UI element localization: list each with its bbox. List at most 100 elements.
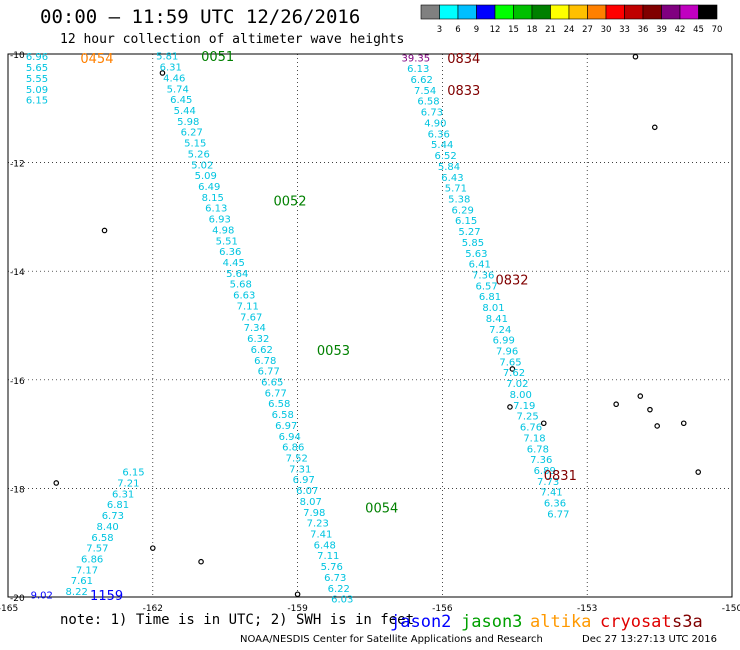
- wave-height-value: 6.15: [26, 96, 48, 107]
- wave-height-value: 7.11: [237, 301, 259, 312]
- footer-note: note: 1) Time is in UTC; 2) SWH is in fe…: [60, 612, 415, 628]
- island-outline: [159, 70, 166, 76]
- lon-tick-label: -153: [577, 604, 597, 614]
- scale-tick-label: 24: [564, 25, 575, 35]
- legend-cryosat: cryosat: [600, 612, 672, 632]
- scale-tick-label: 9: [474, 25, 479, 35]
- wave-height-value: 6.36: [544, 499, 566, 510]
- wave-height-value: 8.41: [486, 314, 508, 325]
- wave-height-value: 7.17: [76, 565, 98, 576]
- wave-height-value: 39.35: [402, 53, 431, 64]
- wave-height-value: 6.76: [520, 423, 542, 434]
- wave-height-value: 5.09: [26, 85, 48, 96]
- wave-height-value: 7.36: [530, 455, 552, 466]
- wave-height-value: 7.61: [71, 576, 93, 587]
- pass-time-label: 0832: [495, 273, 528, 288]
- pass-time-label: 0833: [447, 84, 480, 99]
- island-outline: [647, 406, 653, 413]
- lat-tick-label: -14: [10, 268, 25, 278]
- island-outline: [101, 227, 108, 234]
- footer-timestamp: Dec 27 13:27:13 UTC 2016: [582, 634, 717, 645]
- wave-height-value: 6.43: [441, 173, 463, 184]
- lon-tick-label: -165: [0, 604, 18, 614]
- island-outline: [150, 545, 156, 551]
- scale-swatch: [698, 4, 718, 20]
- island-outline: [294, 591, 301, 598]
- wave-height-value: 6.73: [102, 511, 124, 522]
- wave-height-value: 6.27: [181, 128, 203, 139]
- scale-tick-label: 6: [455, 25, 460, 35]
- wave-height-value: 5.81: [156, 52, 178, 63]
- scale-tick-label: 3: [437, 25, 442, 35]
- lon-tick-label: -156: [432, 604, 453, 614]
- wave-height-value: 7.02: [506, 379, 528, 390]
- page-subtitle: 12 hour collection of altimeter wave hei…: [60, 32, 405, 47]
- wave-height-value: 6.49: [198, 182, 220, 193]
- wave-height-value: 6.94: [279, 432, 301, 443]
- wave-height-value: 6.78: [254, 356, 276, 367]
- wave-height-value: 6.03: [331, 595, 353, 606]
- wave-height-value: 5.85: [462, 238, 484, 249]
- lat-tick-label: -20: [10, 594, 25, 604]
- island-outline: [509, 366, 516, 372]
- footer-credit: NOAA/NESDIS Center for Satellite Applica…: [240, 634, 543, 645]
- pass-time-label: 0054: [365, 501, 398, 516]
- wave-height-value: 6.93: [209, 215, 231, 226]
- wave-height-value: 6.63: [233, 291, 255, 302]
- wave-height-value: 6.99: [493, 336, 515, 347]
- lat-tick-label: -10: [10, 51, 25, 61]
- wave-height-value: 7.21: [117, 478, 139, 489]
- wave-height-value: 6.32: [247, 334, 269, 345]
- wave-height-value: 6.31: [112, 489, 134, 500]
- wave-height-value: 7.31: [289, 464, 311, 475]
- island-outline: [507, 404, 513, 410]
- scale-tick-label: 33: [619, 25, 630, 35]
- wave-height-value: 4.45: [223, 258, 245, 269]
- wave-height-value: 5.02: [191, 160, 213, 171]
- map-frame: [7, 53, 733, 598]
- wave-height-value: 8.07: [300, 497, 322, 508]
- lat-tick-label: -12: [10, 160, 25, 170]
- wave-height-value: 6.62: [251, 345, 273, 356]
- wave-height-value: 7.65: [499, 357, 521, 368]
- scale-tick-label: 42: [675, 25, 686, 35]
- wave-height-value: 7.19: [513, 401, 535, 412]
- island-outline: [695, 469, 702, 475]
- wave-height-value: 5.15: [184, 139, 206, 150]
- wave-height-value: 6.22: [328, 584, 350, 595]
- wave-height-value: 5.64: [226, 269, 248, 280]
- wave-height-value: 7.62: [503, 368, 525, 379]
- wave-height-value: 5.65: [26, 63, 48, 74]
- wave-height-value: 6.58: [268, 399, 290, 410]
- wave-height-value: 7.73: [537, 477, 559, 488]
- wave-height-value: 6.29: [452, 205, 474, 216]
- wave-height-value: 6.15: [455, 216, 477, 227]
- scale-tick-label: 15: [508, 25, 519, 35]
- wave-height-value: 5.74: [167, 84, 189, 95]
- pass-time-label: 0454: [80, 52, 113, 67]
- wave-height-value: 6.36: [428, 129, 450, 140]
- scale-tick-label: 18: [527, 25, 538, 35]
- wave-height-value: 4.46: [163, 73, 185, 84]
- wave-height-value: 4.98: [212, 225, 234, 236]
- wave-height-value: 7.98: [303, 508, 325, 519]
- wave-height-value: 6.58: [91, 533, 113, 544]
- scale-tick-label: 21: [545, 25, 556, 35]
- lat-tick-label: -16: [10, 377, 25, 387]
- wave-height-value: 6.86: [282, 443, 304, 454]
- wave-height-value: 8.22: [66, 587, 88, 598]
- scale-tick-label: 45: [693, 25, 704, 35]
- wave-height-value: 6.77: [547, 509, 569, 520]
- wave-height-value: 6.65: [261, 377, 283, 388]
- wave-height-value: 5.71: [445, 184, 467, 195]
- wave-height-value: 6.31: [160, 63, 182, 74]
- wave-height-value: 6.81: [107, 500, 129, 511]
- wave-height-value: 7.57: [86, 544, 108, 555]
- wave-height-value: 7.41: [310, 530, 332, 541]
- wave-height-value: 7.96: [496, 347, 518, 358]
- wave-height-value: 5.27: [458, 227, 480, 238]
- wave-height-value: 6.97: [275, 421, 297, 432]
